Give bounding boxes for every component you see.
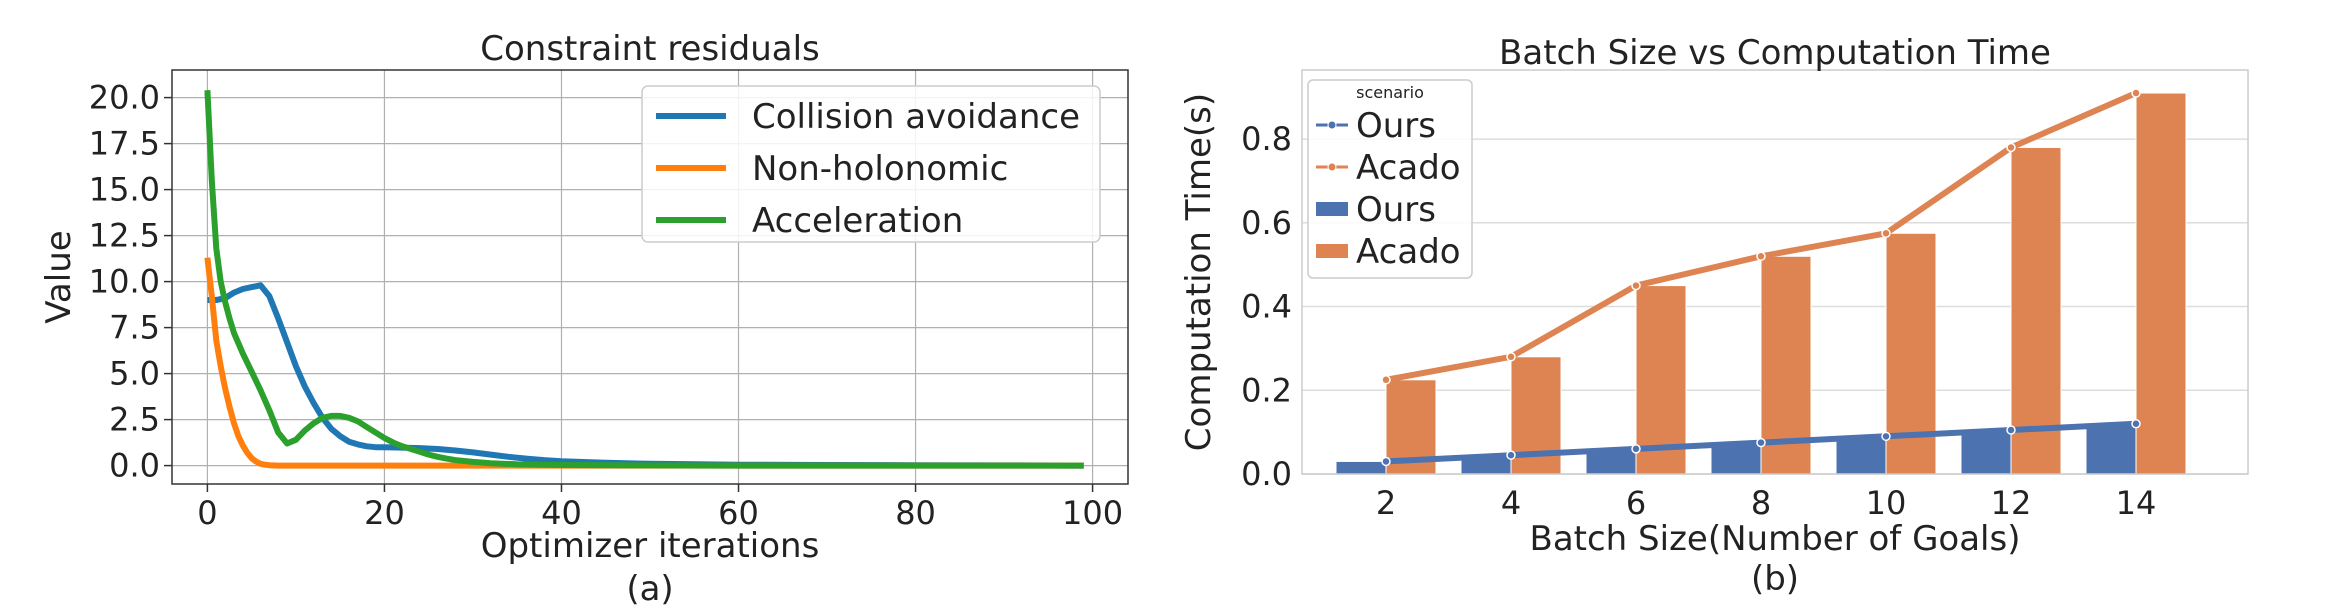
right-x-tick-label: 12 bbox=[1991, 484, 2032, 522]
right-chart-title: Batch Size vs Computation Time bbox=[1499, 33, 2051, 73]
left-y-ticks: 0.0 2.5 5.0 7.5 10.0 12.5 15.0 17.5 20.0 bbox=[89, 79, 172, 485]
right-legend-marker bbox=[1327, 162, 1337, 172]
left-x-axis-label: Optimizer iterations bbox=[481, 526, 820, 566]
right-x-tick-label: 2 bbox=[1376, 484, 1396, 522]
left-y-tick-label: 7.5 bbox=[109, 309, 160, 347]
right-point-acado-8 bbox=[1756, 251, 1766, 262]
left-x-tick-label: 40 bbox=[541, 494, 582, 532]
right-point-ours-14 bbox=[2131, 419, 2141, 429]
right-point-acado-10 bbox=[1881, 228, 1891, 239]
left-chart-title: Constraint residuals bbox=[480, 29, 820, 69]
left-y-tick-label: 5.0 bbox=[109, 355, 160, 393]
right-y-tick-label: 0.0 bbox=[1241, 455, 1292, 493]
right-x-tick-label: 6 bbox=[1626, 484, 1646, 522]
left-x-tick-label: 20 bbox=[364, 494, 405, 532]
left-series-line-2 bbox=[204, 90, 1084, 469]
right-caption: (b) bbox=[1751, 559, 1799, 599]
right-point-acado-12 bbox=[2006, 142, 2016, 153]
right-plot-frame bbox=[1301, 69, 2249, 475]
right-point-acado-2 bbox=[1381, 375, 1391, 385]
right-bar-ours-14 bbox=[2085, 423, 2137, 475]
right-x-ticks: 2 4 6 8 10 12 14 bbox=[1376, 484, 2157, 522]
right-bar-ours-8 bbox=[1710, 442, 1762, 475]
left-chart: 0 20 40 60 80 100 0.0 2.5 5.0 7.5 10.0 12.5 15.0 17.… bbox=[39, 29, 1129, 609]
right-series-lines bbox=[1381, 88, 2141, 467]
left-x-ticks: 0 20 40 60 80 100 bbox=[197, 484, 1123, 532]
left-x-tick-label: 100 bbox=[1062, 494, 1123, 532]
left-caption: (a) bbox=[626, 569, 673, 609]
right-legend-bar-swatch bbox=[1316, 244, 1348, 258]
left-y-tick-label: 15.0 bbox=[89, 171, 160, 209]
right-y-tick-label: 0.8 bbox=[1241, 120, 1292, 158]
right-y-tick-label: 0.4 bbox=[1241, 288, 1292, 326]
right-point-acado-4 bbox=[1506, 352, 1516, 362]
right-y-tick-label: 0.2 bbox=[1241, 371, 1292, 409]
left-x-tick-label: 80 bbox=[895, 494, 936, 532]
right-point-ours-6 bbox=[1631, 444, 1641, 454]
left-series-line-1 bbox=[204, 257, 1084, 469]
left-y-tick-label: 12.5 bbox=[89, 217, 160, 255]
left-legend-label: Acceleration bbox=[752, 201, 963, 241]
right-legend-marker bbox=[1327, 120, 1337, 130]
right-bar-acado-12 bbox=[2010, 146, 2062, 475]
right-legend-label: Acado bbox=[1356, 232, 1461, 272]
left-x-tick-label: 0 bbox=[197, 494, 217, 532]
right-legend-label: Acado bbox=[1356, 148, 1461, 188]
right-point-ours-8 bbox=[1756, 437, 1766, 448]
right-legend-bar-swatch bbox=[1316, 202, 1348, 216]
left-series-lines bbox=[204, 90, 1084, 469]
right-point-ours-12 bbox=[2006, 425, 2016, 435]
right-point-acado-14 bbox=[2131, 88, 2141, 98]
left-legend-box bbox=[641, 85, 1101, 243]
right-legend-label: Ours bbox=[1356, 190, 1436, 230]
left-legend: Collision avoidance Non-holonomic Accelera… bbox=[641, 85, 1101, 243]
left-plot-frame bbox=[171, 69, 1129, 485]
right-y-tick-label: 0.6 bbox=[1241, 204, 1292, 242]
right-x-tick-label: 4 bbox=[1501, 484, 1521, 522]
right-bar-ours-10 bbox=[1835, 435, 1887, 475]
right-legend-box bbox=[1307, 79, 1473, 279]
right-point-ours-10 bbox=[1881, 431, 1891, 442]
right-point-acado-6 bbox=[1631, 280, 1641, 291]
right-x-axis-label: Batch Size(Number of Goals) bbox=[1530, 519, 2021, 559]
left-y-tick-label: 17.5 bbox=[89, 125, 160, 163]
left-y-tick-label: 0.0 bbox=[109, 447, 160, 485]
right-bar-ours-12 bbox=[1960, 429, 2012, 475]
right-legend-title: scenario bbox=[1356, 83, 1424, 102]
left-y-tick-label: 20.0 bbox=[89, 79, 160, 117]
right-x-tick-label: 10 bbox=[1866, 484, 1907, 522]
left-x-tick-label: 60 bbox=[718, 494, 759, 532]
right-point-ours-4 bbox=[1506, 450, 1516, 460]
left-y-axis-label: Value bbox=[39, 230, 79, 323]
left-series-line-0 bbox=[207, 282, 1084, 469]
left-y-tick-label: 2.5 bbox=[109, 401, 160, 439]
right-x-tick-label: 14 bbox=[2116, 484, 2157, 522]
right-bar-ours-2 bbox=[1335, 460, 1387, 475]
right-y-axis-label: Computation Time(s) bbox=[1179, 93, 1219, 451]
right-point-ours-2 bbox=[1381, 456, 1391, 467]
left-y-tick-label: 10.0 bbox=[89, 263, 160, 301]
left-legend-label: Non-holonomic bbox=[752, 149, 1008, 189]
right-y-ticks: 0.0 0.2 0.4 0.6 0.8 bbox=[1241, 120, 1292, 493]
right-legend-label: Ours bbox=[1356, 106, 1436, 146]
right-x-tick-label: 8 bbox=[1751, 484, 1771, 522]
right-chart: 2 4 6 8 10 12 14 0.0 0.2 0.4 0.6 0.8 Batch Size vs… bbox=[1179, 33, 2249, 599]
left-legend-label: Collision avoidance bbox=[752, 97, 1080, 137]
right-bar-acado-14 bbox=[2135, 92, 2187, 475]
